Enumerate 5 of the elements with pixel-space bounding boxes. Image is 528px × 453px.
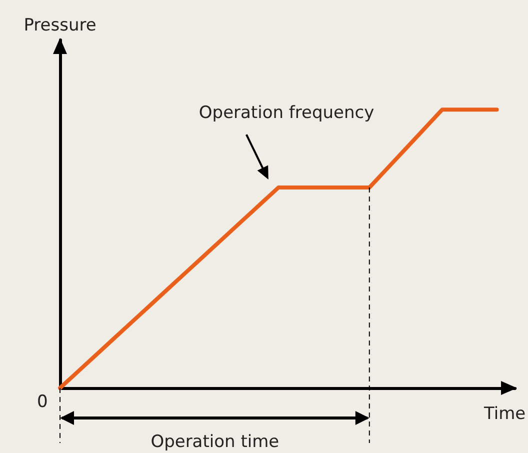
x-axis-title: Time	[484, 404, 526, 424]
text: Operation time	[150, 432, 280, 452]
annotation: Operation frequency	[198, 102, 374, 123]
text: 0	[37, 392, 48, 412]
y-axis-title: Pressure	[24, 16, 96, 36]
